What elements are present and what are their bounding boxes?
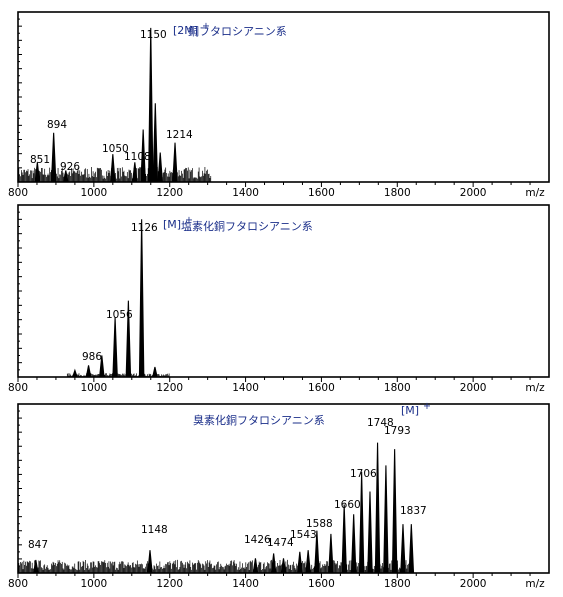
spectrum-peak-1685	[350, 514, 357, 574]
mass-spectrum-chart: 800 1000 1200 1400 1600 1800 2000 m/z 847 1148 142…	[8, 401, 550, 590]
spectrum-peak-1728	[367, 491, 373, 574]
spectrum-peak-1162	[152, 103, 159, 183]
spectrum-peak-1050	[110, 154, 116, 183]
spectrum-peak-1021	[99, 355, 105, 378]
spectrum-peak-1500	[280, 558, 287, 574]
peak-label-1588: 1588	[306, 518, 333, 530]
spectrum-panel-brominated-copper-phthalocyanine: 800 1000 1200 1400 1600 1800 2000 m/z 847 1148 142…	[0, 400, 563, 597]
spectrum-peak-1565	[305, 550, 311, 574]
spectrum-peak-1056	[112, 317, 118, 378]
spectrum-peak-894	[50, 132, 57, 183]
peak-label-1748: 1748	[367, 417, 394, 429]
peak-label-1706: 1706	[350, 468, 377, 480]
x-tick-label: 2000	[460, 578, 487, 590]
spectrum-peak-1706	[358, 471, 365, 574]
spectrum-peak-1588	[314, 530, 320, 574]
peak-label-1050: 1050	[102, 143, 129, 155]
ion-charge: +	[202, 21, 210, 32]
x-tick-label: 1000	[80, 578, 107, 590]
peak-label-1426: 1426	[244, 534, 271, 546]
x-tick-label: 1400	[232, 382, 259, 394]
x-tick-label: 800	[8, 187, 28, 199]
x-tick-label: 2000	[460, 382, 487, 394]
x-tick-label: 1400	[232, 187, 259, 199]
spectrum-peak-1837	[408, 524, 415, 574]
x-tick-label: 800	[8, 382, 28, 394]
x-tick-label: 1000	[80, 382, 107, 394]
peak-label-1837: 1837	[400, 505, 427, 517]
peak-label-1148: 1148	[141, 524, 168, 536]
x-tick-label: 1200	[156, 187, 183, 199]
spectrum-peak-1426	[252, 558, 259, 574]
ion-label: [M]	[401, 404, 419, 417]
peak-label-1474: 1474	[267, 537, 294, 549]
chart-title: 銅フタロシアニン系	[188, 24, 287, 38]
x-tick-label: 2000	[460, 187, 487, 199]
mass-spectrum-chart: 800 1000 1200 1400 1600 1800 2000 m/z 986 1056 112…	[8, 204, 550, 394]
ion-charge: +	[185, 215, 193, 226]
spectrum-peak-1175	[157, 152, 164, 183]
peak-label-986: 986	[82, 351, 102, 363]
x-tick-label: 1600	[308, 382, 335, 394]
x-tick-label: 1200	[156, 578, 183, 590]
spectrum-peak-1126	[138, 219, 145, 378]
chart-title: 塩素化銅フタロシアニン系	[181, 219, 313, 233]
peak-label-1793: 1793	[384, 425, 411, 437]
peak-label-847: 847	[28, 539, 48, 551]
x-tick-label: 1600	[308, 187, 335, 199]
spectrum-peak-1214	[172, 142, 178, 183]
spectrum-peak-1161	[152, 366, 158, 378]
spectrum-peak-1148	[147, 550, 153, 574]
x-tick-label: 1400	[232, 578, 259, 590]
peak-label-1108: 1108	[124, 151, 151, 163]
spectrum-peak-1108	[132, 162, 138, 183]
x-axis-label: m/z	[525, 578, 545, 590]
peak-label-1150: 1150	[140, 29, 167, 41]
peak-label-926: 926	[60, 161, 80, 173]
chart-title: 臭素化銅フタロシアニン系	[193, 413, 325, 427]
spectrum-peak-1660	[341, 504, 347, 574]
spectrum-peak-1474	[270, 553, 277, 574]
spectrum-peak-1543	[296, 551, 303, 574]
x-tick-label: 1600	[308, 578, 335, 590]
peak-label-1660: 1660	[334, 499, 361, 511]
spectrum-peak-950	[71, 368, 78, 378]
x-axis-label: m/z	[525, 382, 545, 394]
ion-label: [M]	[163, 218, 181, 231]
peak-label-1214: 1214	[166, 129, 193, 141]
x-tick-label: 1800	[384, 382, 411, 394]
x-tick-label: 1200	[156, 382, 183, 394]
spectrum-peak-847	[32, 559, 39, 574]
mass-spectrum-chart: 800 1000 1200 1400 1600 1800 2000 m/z 851 894 926 1…	[8, 11, 550, 199]
spectrum-peak-1815	[400, 524, 406, 574]
x-tick-label: 800	[8, 578, 28, 590]
peak-label-851: 851	[30, 154, 50, 166]
peak-label-1056: 1056	[106, 309, 133, 321]
ion-charge: +	[423, 401, 431, 412]
x-tick-label: 1800	[384, 578, 411, 590]
x-tick-label: 1800	[384, 187, 411, 199]
spectrum-peak-1770	[383, 465, 389, 574]
spectrum-peak-926	[62, 170, 69, 183]
spectrum-panel-copper-phthalocyanine: 800 1000 1200 1400 1600 1800 2000 m/z 851 894 926 1…	[0, 0, 563, 200]
peak-label-1543: 1543	[290, 529, 317, 541]
spectrum-peak-986	[85, 365, 92, 378]
ion-label: [2M]	[173, 24, 198, 37]
spectrum-peak-1748	[374, 442, 381, 574]
x-tick-label: 1000	[80, 187, 107, 199]
spectrum-peak-1793	[391, 449, 398, 574]
spectrum-peak-1625	[328, 533, 334, 574]
x-axis-label: m/z	[525, 187, 545, 199]
peak-label-1126: 1126	[131, 222, 158, 234]
spectrum-peak-1130	[140, 129, 146, 183]
spectrum-peak-1091	[125, 300, 132, 378]
peak-label-894: 894	[47, 119, 67, 131]
spectrum-panel-chlorinated-copper-phthalocyanine: 800 1000 1200 1400 1600 1800 2000 m/z 986 1056 112…	[0, 200, 563, 400]
